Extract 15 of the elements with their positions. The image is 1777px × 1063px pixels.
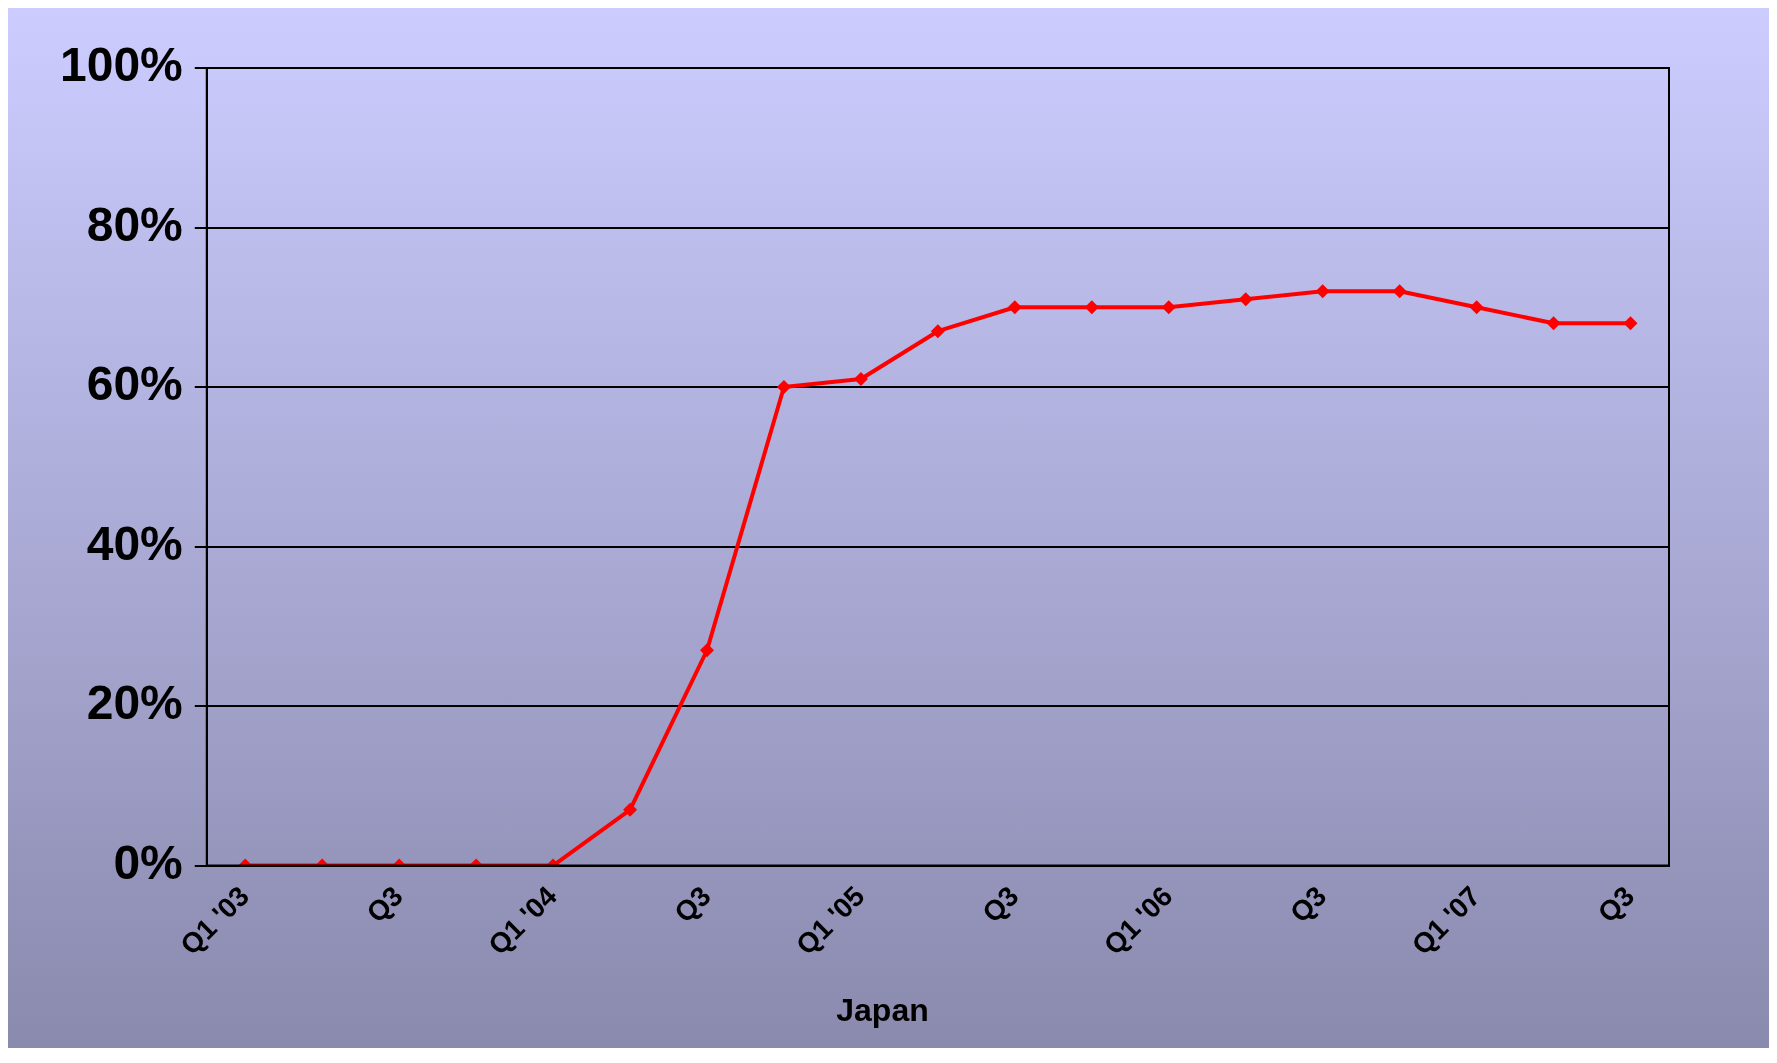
y-tick-label: 100% xyxy=(60,38,183,92)
y-tick-label: 40% xyxy=(86,516,183,570)
y-tick-label: 20% xyxy=(86,676,183,730)
x-tick-label: Q1 '07 xyxy=(1405,880,1487,961)
x-tick-label: Q3 xyxy=(668,880,717,929)
x-tick-label: Q3 xyxy=(360,880,409,929)
x-tick-label: Q1 '06 xyxy=(1097,880,1179,961)
x-tick-label: Q1 '05 xyxy=(790,880,871,961)
x-tick-label: Q3 xyxy=(1284,880,1333,929)
x-tick-label: Q1 '04 xyxy=(482,879,564,961)
text: Japan xyxy=(836,991,929,1028)
y-tick-label: 80% xyxy=(86,197,183,251)
y-tick-label: 60% xyxy=(86,357,183,411)
x-tick-label: Q3 xyxy=(976,880,1025,929)
x-tick-label: Q3 xyxy=(1591,880,1641,929)
